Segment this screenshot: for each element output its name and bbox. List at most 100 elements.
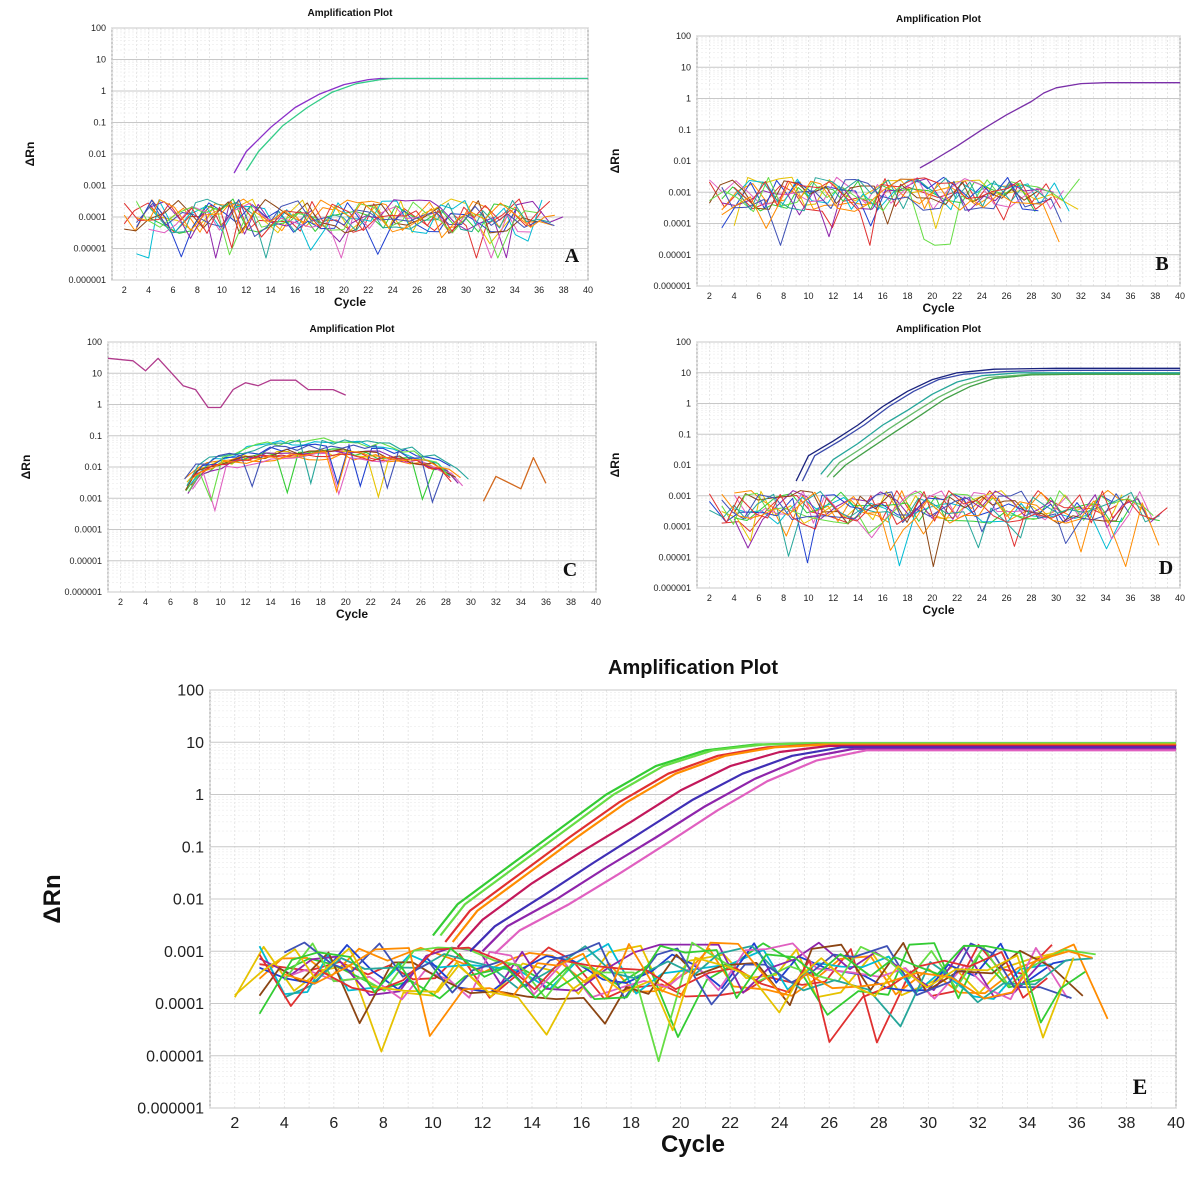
y-tick-label: 0.01 bbox=[88, 149, 106, 159]
x-tick-label: 26 bbox=[1002, 593, 1012, 603]
x-tick-label: 16 bbox=[878, 593, 888, 603]
x-tick-label: 30 bbox=[1051, 291, 1061, 301]
y-tick-label: 100 bbox=[91, 23, 106, 33]
y-axis-label: ΔRn bbox=[608, 453, 622, 478]
x-tick-label: 2 bbox=[122, 285, 127, 295]
x-tick-label: 36 bbox=[534, 285, 544, 295]
x-tick-label: 6 bbox=[756, 291, 761, 301]
y-tick-label: 1 bbox=[686, 94, 691, 104]
amplification-curve bbox=[832, 373, 1180, 478]
x-tick-label: 30 bbox=[919, 1115, 937, 1132]
x-tick-label: 20 bbox=[341, 597, 351, 607]
outlier-trace bbox=[482, 456, 547, 502]
y-tick-label: 0.01 bbox=[173, 892, 204, 909]
x-tick-label: 20 bbox=[672, 1115, 690, 1132]
noise-trace bbox=[283, 941, 1096, 1063]
noise-trace bbox=[721, 490, 1154, 534]
y-tick-label: 100 bbox=[87, 337, 102, 347]
x-tick-label: 14 bbox=[523, 1115, 541, 1132]
x-tick-label: 8 bbox=[195, 285, 200, 295]
x-tick-label: 30 bbox=[466, 597, 476, 607]
y-tick-label: 0.001 bbox=[668, 187, 691, 197]
x-tick-label: 10 bbox=[217, 285, 227, 295]
x-tick-label: 34 bbox=[1101, 291, 1111, 301]
hump-curve bbox=[188, 437, 449, 503]
noise-trace bbox=[136, 199, 555, 237]
x-tick-label: 32 bbox=[969, 1115, 987, 1132]
x-tick-label: 10 bbox=[424, 1115, 442, 1132]
noise-trace bbox=[733, 490, 1163, 549]
amplification-curve bbox=[820, 372, 1180, 475]
amplification-curve bbox=[245, 77, 588, 171]
y-tick-label: 0.001 bbox=[79, 493, 102, 503]
x-tick-label: 22 bbox=[952, 291, 962, 301]
x-tick-label: 40 bbox=[591, 597, 601, 607]
y-tick-label: 100 bbox=[676, 337, 691, 347]
panel-label: E bbox=[1133, 1074, 1148, 1099]
amplification-curve bbox=[795, 367, 1180, 482]
x-tick-label: 20 bbox=[339, 285, 349, 295]
y-tick-label: 0.1 bbox=[678, 125, 691, 135]
y-tick-label: 0.0001 bbox=[155, 996, 204, 1013]
x-tick-label: 36 bbox=[1125, 593, 1135, 603]
y-tick-label: 10 bbox=[186, 735, 204, 752]
noise-trace bbox=[733, 490, 1130, 567]
y-tick-label: 0.000001 bbox=[137, 1101, 204, 1118]
y-axis-label: ΔRn bbox=[23, 142, 37, 167]
amplification-curve bbox=[451, 743, 1176, 943]
x-tick-label: 34 bbox=[1101, 593, 1111, 603]
y-tick-label: 10 bbox=[96, 55, 106, 65]
x-tick-label: 2 bbox=[118, 597, 123, 607]
x-tick-label: 36 bbox=[541, 597, 551, 607]
x-tick-label: 28 bbox=[441, 597, 451, 607]
noise-trace bbox=[709, 490, 1160, 557]
x-tick-label: 2 bbox=[707, 593, 712, 603]
x-tick-label: 2 bbox=[230, 1115, 239, 1132]
amplification-curve bbox=[481, 747, 1176, 953]
y-tick-label: 0.01 bbox=[84, 462, 102, 472]
x-tick-label: 18 bbox=[903, 291, 913, 301]
noise-trace bbox=[258, 944, 1086, 1024]
x-tick-label: 22 bbox=[366, 597, 376, 607]
noise-trace bbox=[136, 199, 555, 239]
y-tick-label: 0.01 bbox=[673, 156, 691, 166]
hump-curve bbox=[189, 450, 461, 494]
x-tick-label: 30 bbox=[1051, 593, 1061, 603]
x-tick-label: 10 bbox=[803, 291, 813, 301]
chart-title: Amplification Plot bbox=[308, 8, 394, 19]
y-tick-label: 0.00001 bbox=[146, 1048, 204, 1065]
x-tick-label: 20 bbox=[927, 291, 937, 301]
x-axis-label: Cycle bbox=[334, 295, 366, 309]
x-tick-label: 22 bbox=[952, 593, 962, 603]
x-tick-label: 38 bbox=[1118, 1115, 1136, 1132]
x-tick-label: 24 bbox=[977, 593, 987, 603]
x-tick-label: 8 bbox=[781, 593, 786, 603]
x-tick-label: 34 bbox=[1018, 1115, 1036, 1132]
y-tick-label: 0.0001 bbox=[74, 525, 102, 535]
y-tick-label: 0.001 bbox=[668, 491, 691, 501]
chart-title: Amplification Plot bbox=[310, 324, 396, 335]
y-tick-label: 1 bbox=[195, 787, 204, 804]
x-tick-label: 14 bbox=[853, 291, 863, 301]
x-tick-label: 22 bbox=[363, 285, 373, 295]
x-tick-label: 12 bbox=[241, 285, 251, 295]
y-tick-label: 10 bbox=[681, 62, 691, 72]
x-tick-label: 32 bbox=[491, 597, 501, 607]
noise-trace bbox=[234, 947, 1075, 1039]
x-tick-label: 20 bbox=[927, 593, 937, 603]
x-tick-label: 18 bbox=[903, 593, 913, 603]
high-signal-trace bbox=[107, 357, 346, 409]
chart-title: Amplification Plot bbox=[896, 324, 982, 335]
x-tick-label: 30 bbox=[461, 285, 471, 295]
noise-trace bbox=[721, 178, 1060, 243]
x-tick-label: 12 bbox=[241, 597, 251, 607]
y-tick-label: 0.00001 bbox=[73, 244, 106, 254]
x-tick-label: 8 bbox=[193, 597, 198, 607]
x-tick-label: 26 bbox=[820, 1115, 838, 1132]
x-tick-label: 10 bbox=[803, 593, 813, 603]
noise-trace bbox=[709, 177, 1080, 246]
x-tick-label: 14 bbox=[266, 285, 276, 295]
